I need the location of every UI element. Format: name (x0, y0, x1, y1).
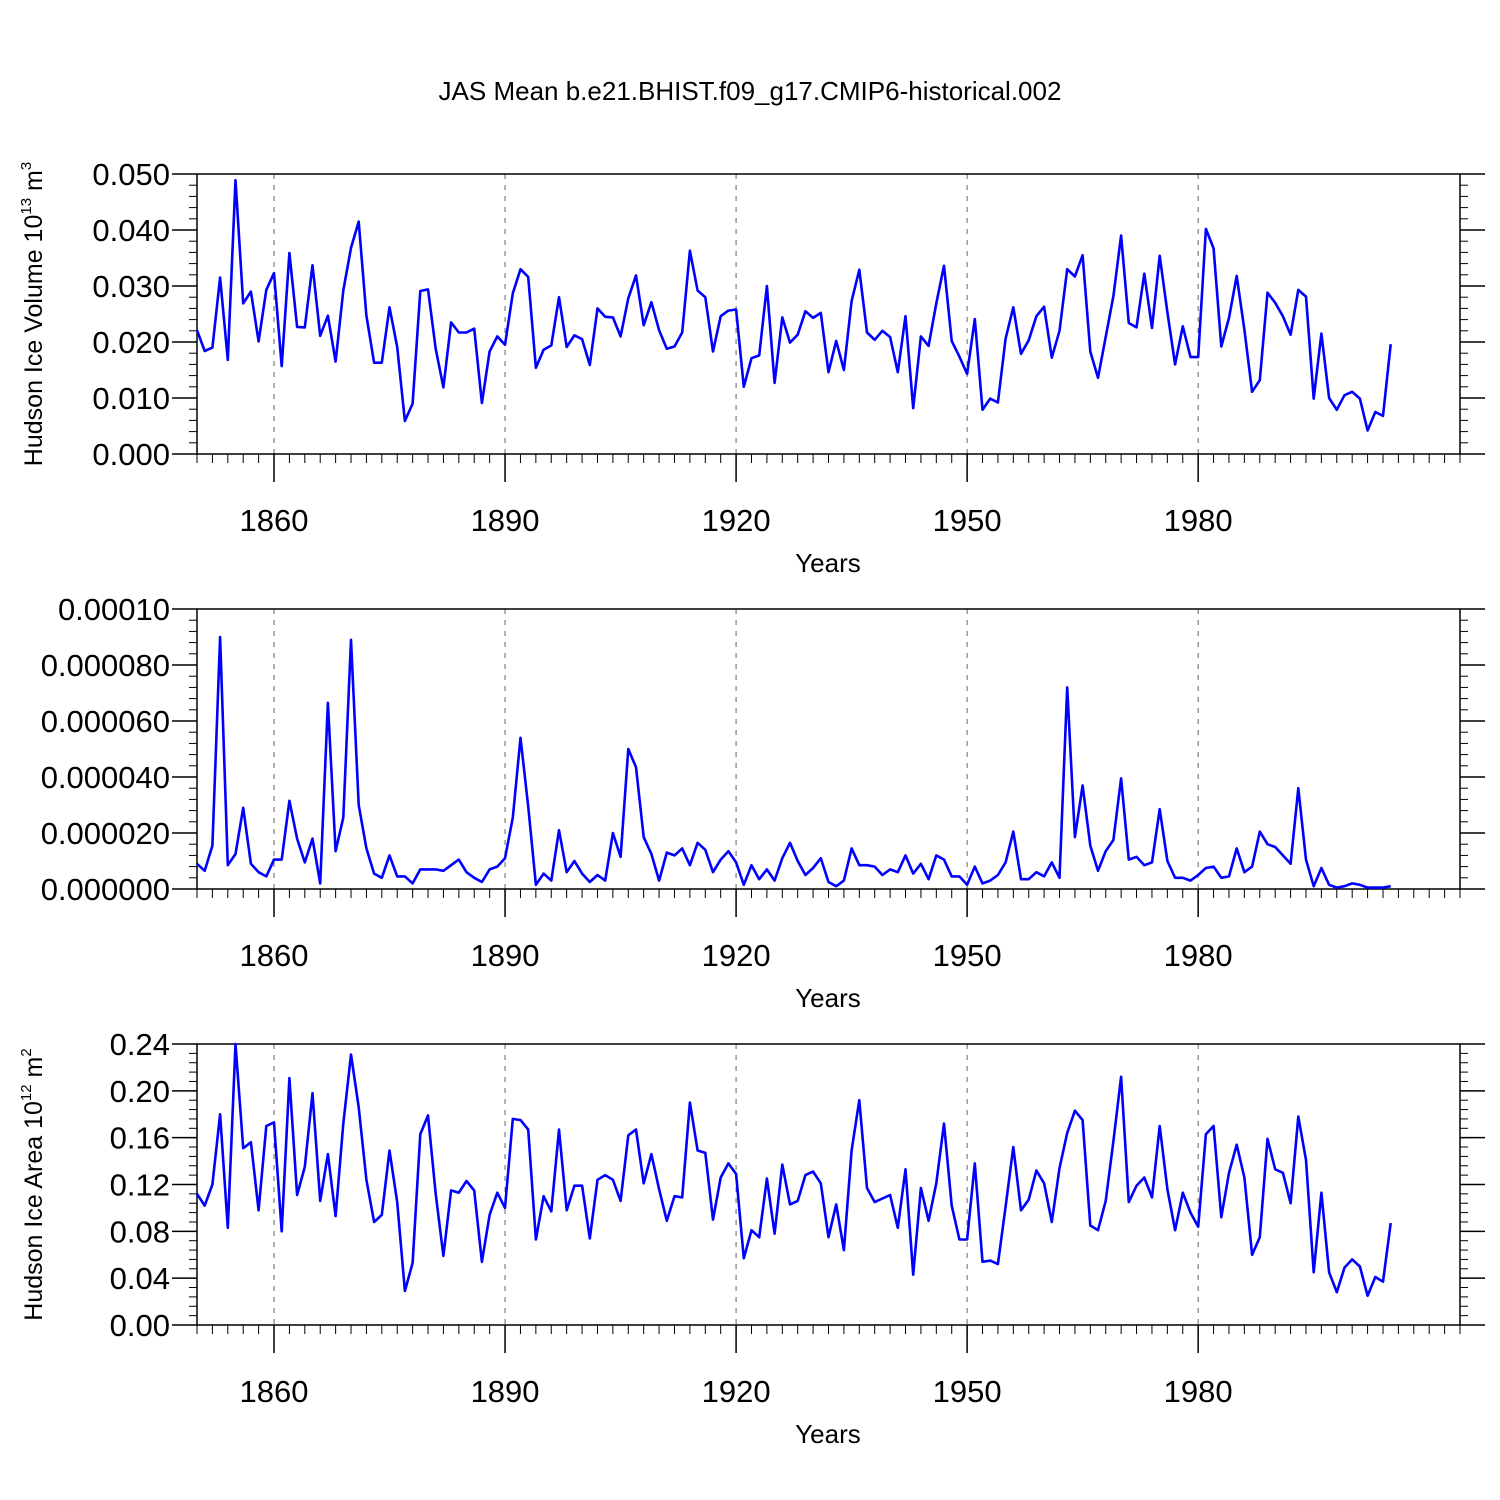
x-tick-label: 1950 (933, 938, 1002, 973)
x-tick-label: 1860 (240, 938, 309, 973)
x-tick-label: 1920 (702, 503, 771, 538)
y-tick-label: 0.24 (110, 1027, 170, 1062)
y-axis-label-unit2: m (20, 1057, 48, 1085)
y-axis-label-text: Hudson Ice Area (20, 1129, 48, 1321)
y-axis-label-unit: 10 (20, 215, 48, 243)
y-tick-label: 0.040 (92, 213, 170, 248)
x-axis-label: Years (795, 1419, 861, 1449)
y-tick-label: 0.000 (92, 437, 170, 472)
y-tick-label: 0.000040 (41, 760, 170, 795)
x-axis-label: Years (795, 548, 861, 578)
x-tick-label: 1860 (240, 503, 309, 538)
series-line (196, 635, 1391, 889)
x-tick-label: 1950 (933, 503, 1002, 538)
y-tick-label: 0.08 (110, 1214, 170, 1249)
x-tick-label: 1920 (702, 1374, 771, 1409)
y-tick-label: 0.000060 (41, 704, 170, 739)
y-tick-label: 0.20 (110, 1074, 170, 1109)
y-tick-label: 0.000080 (41, 648, 170, 683)
x-tick-label: 1980 (1164, 938, 1233, 973)
y-tick-label: 0.010 (92, 381, 170, 416)
x-tick-label: 1890 (471, 938, 540, 973)
x-tick-label: 1920 (702, 938, 771, 973)
panels: 0.000 0.010 0.020 0.030 0.040 0.050 1860 1890 19… (18, 157, 1485, 1449)
y-axis-label: Hudson Ice Area 1012 m2 (18, 1048, 48, 1320)
x-tick-label: 1890 (471, 503, 540, 538)
chart-panel-2: 0.000000 0.000020 0.000040 0.000060 0.000080… (41, 592, 1485, 1013)
y-axis-label-exponent: 13 (18, 198, 35, 215)
series-line (195, 1042, 1392, 1297)
x-axis-label: Years (795, 983, 861, 1013)
series-line (195, 178, 1392, 432)
y-tick-label: 0.12 (110, 1168, 170, 1203)
y-axis-label-unit2-exponent: 2 (18, 1048, 35, 1056)
y-tick-label: 0.00010 (58, 592, 170, 627)
chart-panel-3: 0.00 0.04 0.08 0.12 0.16 0.20 0.24 1860 1890 1920… (18, 1027, 1485, 1449)
y-tick-label: 0.00 (110, 1308, 170, 1343)
x-tick-label: 1980 (1164, 1374, 1233, 1409)
y-axis-label-exponent: 12 (18, 1084, 35, 1101)
chart-panel-1: 0.000 0.010 0.020 0.030 0.040 0.050 1860 1890 19… (18, 157, 1485, 578)
y-axis-label-unit2: m (20, 170, 48, 198)
y-tick-label: 0.16 (110, 1121, 170, 1156)
y-tick-label: 0.04 (110, 1261, 170, 1296)
y-tick-label: 0.000000 (41, 872, 170, 907)
x-tick-label: 1980 (1164, 503, 1233, 538)
y-tick-label: 0.050 (92, 157, 170, 192)
y-axis-label-text: Hudson Ice Volume (20, 242, 48, 466)
x-tick-label: 1890 (471, 1374, 540, 1409)
y-tick-label: 0.020 (92, 325, 170, 360)
y-tick-label: 0.030 (92, 269, 170, 304)
x-tick-label: 1860 (240, 1374, 309, 1409)
y-axis-label: Hudson Ice Volume 1013 m3 (18, 162, 48, 466)
y-tick-label: 0.000020 (41, 816, 170, 851)
figure-title: JAS Mean b.e21.BHIST.f09_g17.CMIP6-histo… (439, 76, 1062, 106)
x-tick-label: 1950 (933, 1374, 1002, 1409)
y-axis-label-unit2-exponent: 3 (18, 162, 35, 170)
y-axis-label-unit: 10 (20, 1101, 48, 1129)
